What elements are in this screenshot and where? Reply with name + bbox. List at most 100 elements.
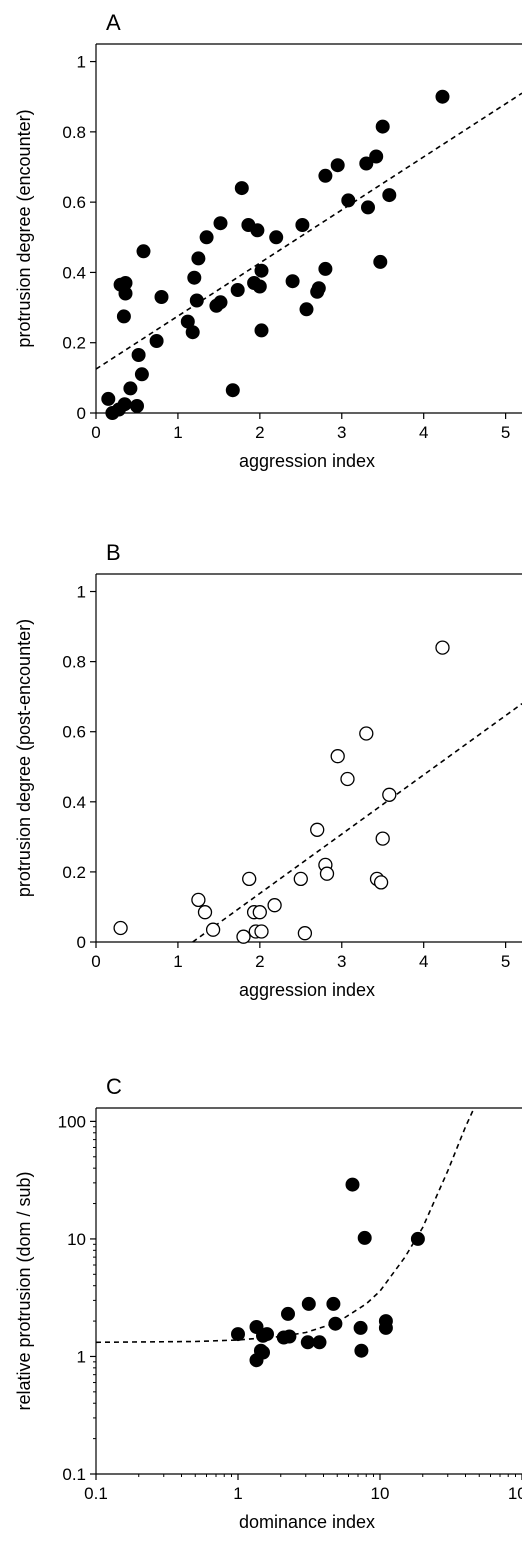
- data-point: [242, 871, 257, 887]
- data-point: [341, 193, 356, 208]
- data-point: [375, 831, 390, 846]
- data-point: [191, 251, 206, 266]
- data-point: [205, 922, 221, 937]
- data-point: [154, 290, 169, 304]
- data-point: [369, 149, 384, 164]
- data-point: [252, 279, 267, 294]
- fit-line: [95, 1107, 475, 1344]
- data-point: [310, 822, 325, 837]
- data-point: [213, 216, 228, 231]
- data-point: [311, 281, 326, 296]
- data-point: [234, 181, 249, 196]
- data-point: [359, 156, 374, 171]
- data-point: [285, 274, 300, 289]
- data-point: [116, 309, 131, 324]
- fit-line: [192, 703, 522, 943]
- y-axis-label: protrusion degree (encounter): [14, 109, 34, 347]
- data-point: [345, 1177, 360, 1192]
- panel-letter: B: [106, 540, 121, 565]
- x-tick-label: 1: [233, 1484, 242, 1503]
- x-tick-label: 4: [419, 423, 428, 442]
- y-tick-label: 1: [77, 583, 86, 602]
- data-point: [267, 898, 282, 913]
- data-point: [256, 1345, 270, 1360]
- data-point: [375, 119, 390, 134]
- data-point: [300, 1335, 315, 1350]
- x-tick-label: 100: [508, 1484, 522, 1503]
- panel-letter: A: [106, 10, 121, 35]
- data-point: [410, 1231, 425, 1246]
- y-axis-label: relative protrusion (dom / sub): [14, 1171, 34, 1410]
- data-point: [101, 391, 116, 406]
- y-tick-label: 0.8: [62, 123, 86, 142]
- y-tick-label: 0: [77, 404, 86, 423]
- y-tick-label: 0.2: [62, 863, 86, 882]
- x-tick-label: 0: [91, 952, 100, 971]
- data-point: [213, 295, 228, 310]
- data-point: [340, 771, 355, 787]
- y-tick-label: 1: [77, 53, 86, 72]
- data-point: [293, 871, 308, 887]
- data-point: [318, 168, 333, 183]
- data-point: [357, 1230, 372, 1245]
- x-tick-label: 0.1: [84, 1484, 108, 1503]
- x-tick-label: 10: [371, 1484, 390, 1503]
- data-point: [191, 892, 206, 908]
- data-point: [328, 1316, 343, 1331]
- data-point: [382, 188, 397, 203]
- x-tick-label: 5: [501, 952, 510, 971]
- fit-line: [95, 92, 522, 370]
- data-point: [260, 1327, 274, 1342]
- data-point: [330, 158, 345, 173]
- data-point: [136, 244, 151, 259]
- data-point: [353, 1320, 368, 1335]
- data-point: [185, 325, 200, 340]
- x-tick-label: 5: [501, 423, 510, 442]
- data-point: [123, 381, 138, 396]
- data-point: [254, 323, 269, 338]
- data-point: [236, 929, 251, 944]
- panel-letter: C: [106, 1074, 122, 1099]
- data-point: [231, 1327, 245, 1342]
- y-tick-label: 0.6: [62, 723, 86, 742]
- x-tick-label: 3: [337, 952, 346, 971]
- data-point: [354, 1343, 369, 1358]
- x-axis-label: dominance index: [239, 1512, 375, 1532]
- y-tick-label: 10: [67, 1230, 86, 1249]
- x-tick-label: 0: [91, 423, 100, 442]
- data-point: [254, 924, 269, 939]
- data-point: [378, 1320, 393, 1335]
- data-point: [435, 89, 450, 104]
- data-point: [359, 726, 374, 741]
- data-point: [252, 905, 267, 920]
- x-tick-label: 4: [419, 952, 428, 971]
- data-point: [113, 920, 128, 936]
- y-tick-label: 0.1: [62, 1465, 86, 1484]
- data-point: [118, 286, 133, 301]
- data-point: [149, 334, 164, 348]
- data-point: [301, 1296, 316, 1311]
- data-point: [197, 905, 213, 920]
- data-point: [297, 926, 313, 941]
- data-point: [435, 640, 450, 655]
- data-point: [230, 283, 245, 297]
- data-point: [382, 787, 397, 802]
- data-point: [373, 875, 389, 890]
- data-point: [250, 223, 265, 238]
- data-point: [282, 1329, 297, 1344]
- y-tick-label: 100: [58, 1112, 86, 1131]
- data-point: [295, 218, 310, 232]
- x-axis-label: aggression index: [239, 451, 375, 471]
- data-point: [225, 383, 240, 398]
- y-tick-label: 0.8: [62, 653, 86, 672]
- data-point: [319, 866, 335, 881]
- data-point: [189, 293, 204, 308]
- x-tick-label: 1: [173, 952, 182, 971]
- data-point: [281, 1306, 295, 1321]
- x-tick-label: 2: [255, 423, 264, 442]
- data-point: [199, 230, 214, 245]
- x-tick-label: 3: [337, 423, 346, 442]
- x-tick-label: 2: [255, 952, 264, 971]
- data-point: [326, 1296, 341, 1311]
